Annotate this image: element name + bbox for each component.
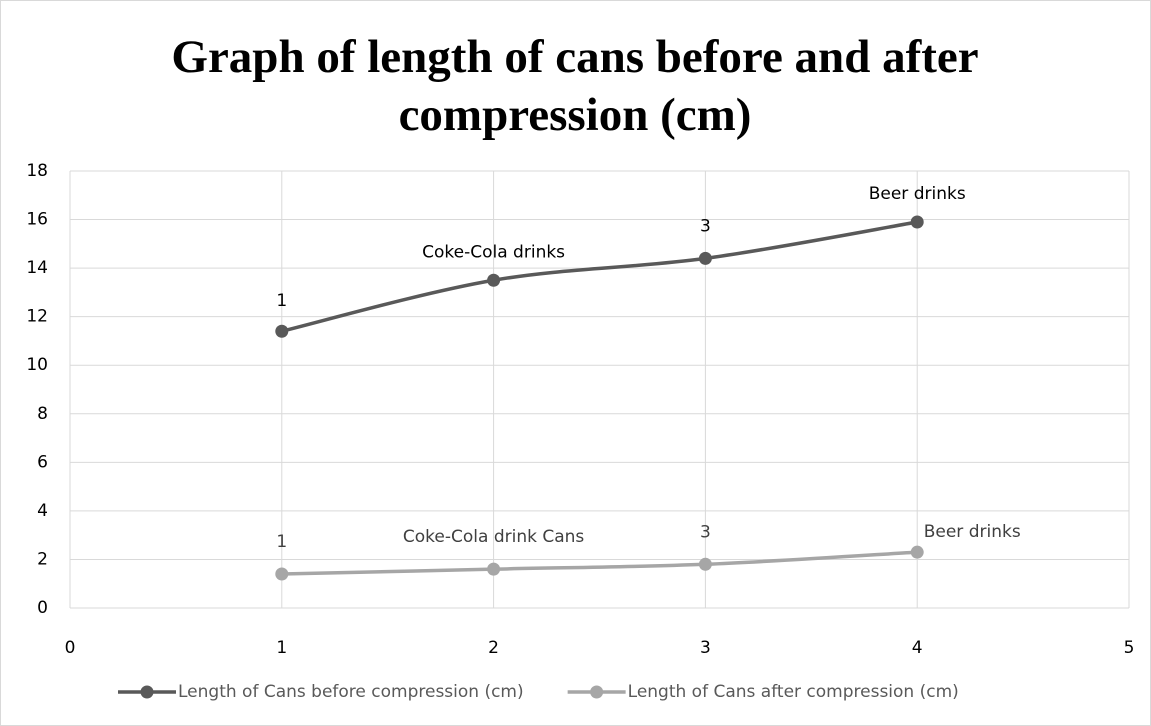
series-line bbox=[281, 550, 918, 576]
point-label: 3 bbox=[700, 216, 711, 236]
point-marker bbox=[275, 567, 289, 581]
x-tick-label: 5 bbox=[1124, 638, 1135, 658]
y-tick-label: 6 bbox=[37, 452, 48, 472]
x-tick-label: 4 bbox=[912, 638, 923, 658]
point-label: Beer drinks bbox=[924, 522, 1021, 542]
y-tick-label: 10 bbox=[26, 355, 48, 375]
point-label: Coke-Cola drink Cans bbox=[403, 527, 585, 547]
x-tick-label: 2 bbox=[488, 638, 499, 658]
point-label: Coke-Cola drinks bbox=[422, 242, 565, 262]
point-marker bbox=[910, 545, 924, 559]
chart-title: Graph of length of cans before and after… bbox=[171, 31, 979, 141]
x-tick-label: 0 bbox=[65, 638, 76, 658]
y-tick-label: 16 bbox=[26, 210, 48, 230]
legend-marker bbox=[140, 685, 154, 699]
point-marker bbox=[910, 215, 924, 229]
point-marker bbox=[275, 324, 289, 338]
point-marker bbox=[698, 251, 712, 265]
legend-item: Length of Cans after compression (cm) bbox=[567, 682, 959, 702]
point-marker bbox=[487, 273, 501, 287]
y-tick-label: 4 bbox=[37, 501, 48, 521]
x-tick-label: 3 bbox=[700, 638, 711, 658]
legend-marker bbox=[590, 685, 604, 699]
legend-label: Length of Cans before compression (cm) bbox=[178, 682, 524, 702]
point-label: 3 bbox=[700, 522, 711, 542]
legend-label: Length of Cans after compression (cm) bbox=[628, 682, 959, 702]
point-label: Beer drinks bbox=[869, 184, 966, 204]
y-tick-label: 0 bbox=[37, 598, 48, 618]
series-line bbox=[281, 220, 918, 333]
point-label: 1 bbox=[276, 532, 287, 552]
x-tick-label: 1 bbox=[276, 638, 287, 658]
point-marker bbox=[487, 562, 501, 576]
point-marker bbox=[698, 557, 712, 571]
point-label: 1 bbox=[276, 291, 287, 311]
y-tick-label: 12 bbox=[26, 307, 48, 327]
legend-item: Length of Cans before compression (cm) bbox=[118, 682, 524, 702]
y-tick-label: 8 bbox=[37, 404, 48, 424]
y-tick-label: 18 bbox=[26, 161, 48, 181]
y-tick-label: 14 bbox=[26, 258, 48, 278]
y-tick-label: 2 bbox=[37, 549, 48, 569]
